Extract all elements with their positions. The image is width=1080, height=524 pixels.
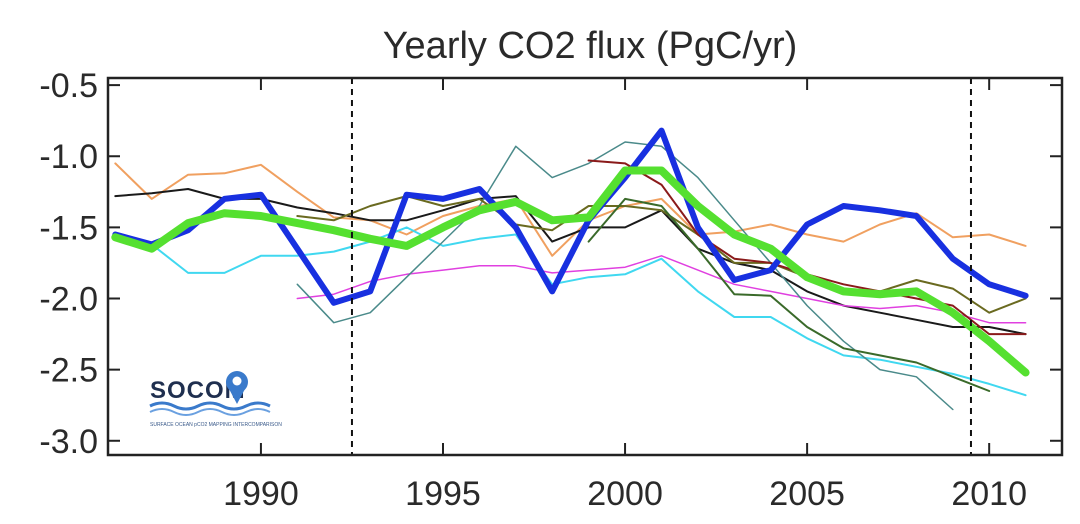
y-tick-label: -2.5 (39, 352, 98, 390)
series-line-green (111, 166, 1030, 377)
series-line-cyan (114, 226, 1027, 397)
series-line-darkred (587, 159, 1027, 336)
reference-lines (350, 78, 972, 455)
x-tick-label: 1995 (405, 475, 481, 513)
y-tick-label: -2.0 (39, 281, 98, 319)
x-tick-label: 2005 (769, 475, 845, 513)
x-tick-label: 2000 (587, 475, 663, 513)
logo-subtitle: SURFACE OCEAN pCO2 MAPPING INTERCOMPARIS… (150, 422, 282, 428)
chart-title: Yearly CO2 flux (PgC/yr) (383, 25, 798, 67)
series-layer (111, 127, 1030, 411)
map-pin-icon (226, 371, 248, 404)
wave-icon (149, 401, 271, 416)
x-tick-label: 2010 (951, 475, 1027, 513)
series-line-darkgreen (587, 197, 991, 392)
plot-frame (106, 76, 1064, 457)
series-line-olive (296, 195, 1027, 314)
series-line-blue (112, 127, 1029, 306)
y-tick-label: -1.5 (39, 209, 98, 247)
y-tick-label: -1.0 (39, 138, 98, 176)
socom-logo: SOCOM SURFACE OCEAN pCO2 MAPPING INTERCO… (149, 371, 282, 428)
y-tick-label: -3.0 (39, 423, 98, 461)
y-tick-label: -0.5 (39, 67, 98, 105)
axes: -0.5 -1.0 -1.5 -2.0 -2.5 -3.0 1990 1995 2000 2005… (39, 67, 1062, 513)
x-tick-label: 1990 (223, 475, 299, 513)
series-line-orange (114, 162, 1027, 257)
series-line-magenta (296, 255, 1027, 324)
series-line-teal (296, 141, 954, 411)
